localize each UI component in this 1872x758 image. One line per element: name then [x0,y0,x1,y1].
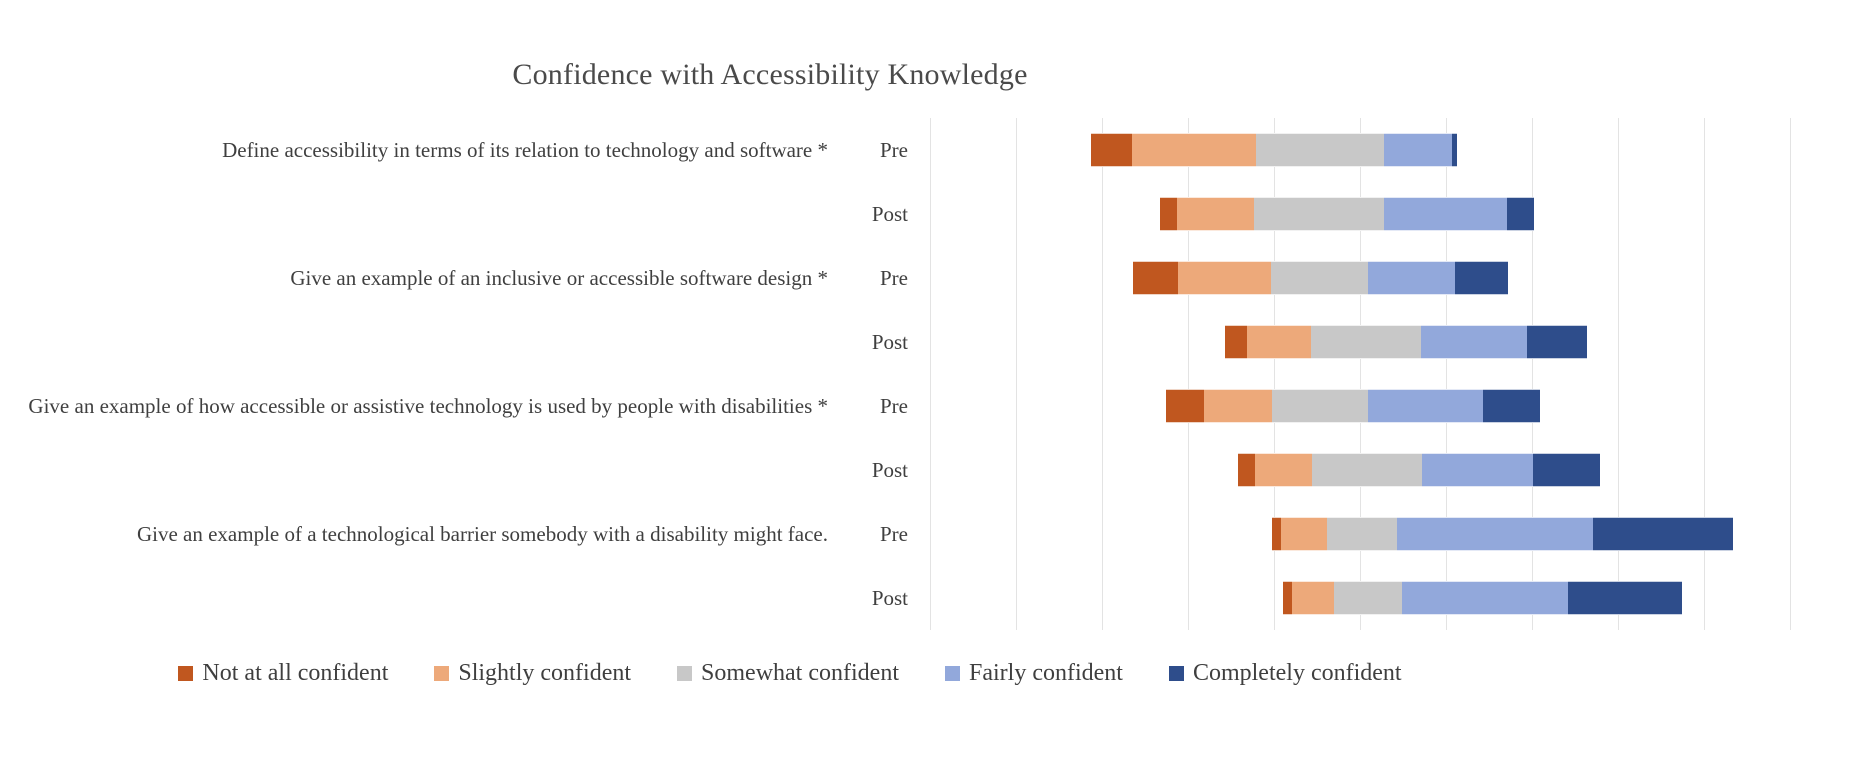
legend-label: Fairly confident [968,660,1123,686]
bar-segment-completely-confident[interactable] [1507,197,1534,231]
bar-row[interactable] [1165,389,1540,423]
bar-segment-somewhat-confident[interactable] [1327,517,1397,551]
phase-label-post: Post [871,457,908,482]
bar-segment-fairly-confident[interactable] [1402,581,1569,615]
legend-item-fairly-confident[interactable]: Fairly confident [944,660,1123,687]
bar-row[interactable] [1132,261,1508,295]
question-label: Give an example of how accessible or ass… [28,393,828,418]
legend-swatch-icon [677,666,693,681]
bar-segment-fairly-confident[interactable] [1421,453,1533,487]
bar-segment-not-at-all-confident[interactable] [1237,453,1256,487]
gridline-1 [1016,118,1017,630]
bar-segment-somewhat-confident[interactable] [1272,389,1368,423]
question-label: Give an example of an inclusive or acces… [290,265,828,290]
bar-segment-completely-confident[interactable] [1451,133,1458,167]
legend-swatch-icon [944,666,960,681]
bar-segment-completely-confident[interactable] [1482,389,1540,423]
legend-swatch-icon [434,666,450,681]
gridline-2 [1102,118,1103,630]
bar-segment-completely-confident[interactable] [1526,325,1587,359]
bar-segment-somewhat-confident[interactable] [1255,133,1385,167]
gridlines [930,118,1791,630]
bar-segment-slightly-confident[interactable] [1204,389,1273,423]
bar-segment-completely-confident[interactable] [1568,581,1683,615]
bar-row[interactable] [1159,197,1534,231]
gridline-9 [1704,118,1705,630]
bar-segment-completely-confident[interactable] [1532,453,1600,487]
legend-swatch-icon [178,666,194,681]
bar-segment-somewhat-confident[interactable] [1271,261,1368,295]
chart-legend: Not at all confident Slightly confident So… [0,660,1580,687]
legend-item-not-at-all-confident[interactable]: Not at all confident [178,660,388,687]
bar-segment-slightly-confident[interactable] [1177,261,1272,295]
gridline-0 [930,118,931,630]
bar-segment-not-at-all-confident[interactable] [1165,389,1205,423]
bar-segment-fairly-confident[interactable] [1367,261,1455,295]
legend-item-somewhat-confident[interactable]: Somewhat confident [677,660,899,687]
legend-label: Slightly confident [458,660,632,686]
bar-row[interactable] [1237,453,1600,487]
bar-segment-not-at-all-confident[interactable] [1224,325,1248,359]
legend-swatch-icon [1168,666,1184,681]
legend-label: Somewhat confident [701,660,899,686]
plot-area [930,118,1791,630]
bar-segment-somewhat-confident[interactable] [1334,581,1403,615]
bar-segment-completely-confident[interactable] [1593,517,1734,551]
gridline-10 [1790,118,1791,630]
phase-label-post: Post [871,201,908,226]
phase-label-pre: Pre [880,265,908,290]
bar-segment-not-at-all-confident[interactable] [1283,581,1293,615]
gridline-6 [1446,118,1447,630]
bar-segment-fairly-confident[interactable] [1421,325,1527,359]
gridline-5 [1360,118,1361,630]
legend-item-completely-confident[interactable]: Completely confident [1168,660,1402,687]
bar-segment-fairly-confident[interactable] [1384,197,1508,231]
bar-segment-fairly-confident[interactable] [1367,389,1483,423]
category-axis-labels: Define accessibility in terms of its rel… [0,118,918,630]
bar-segment-somewhat-confident[interactable] [1254,197,1385,231]
phase-label-pre: Pre [880,137,908,162]
bar-segment-not-at-all-confident[interactable] [1090,133,1133,167]
bar-row[interactable] [1090,133,1458,167]
bar-segment-slightly-confident[interactable] [1247,325,1311,359]
bar-segment-somewhat-confident[interactable] [1311,453,1422,487]
gridline-7 [1532,118,1533,630]
bar-segment-slightly-confident[interactable] [1292,581,1335,615]
bar-segment-fairly-confident[interactable] [1396,517,1594,551]
phase-label-pre: Pre [880,521,908,546]
chart-title: Confidence with Accessibility Knowledge [512,58,1028,91]
bar-row[interactable] [1272,517,1734,551]
gridline-4 [1274,118,1275,630]
bar-segment-not-at-all-confident[interactable] [1159,197,1177,231]
bar-segment-not-at-all-confident[interactable] [1132,261,1178,295]
legend-label: Not at all confident [202,660,389,686]
bar-row[interactable] [1283,581,1683,615]
gridline-8 [1618,118,1619,630]
bar-segment-slightly-confident[interactable] [1176,197,1255,231]
question-label: Give an example of a technological barri… [136,521,828,546]
phase-label-pre: Pre [880,393,908,418]
bar-segment-slightly-confident[interactable] [1255,453,1312,487]
bar-segment-fairly-confident[interactable] [1384,133,1452,167]
bar-segment-not-at-all-confident[interactable] [1272,517,1281,551]
phase-label-post: Post [871,585,908,610]
legend-label: Completely confident [1192,660,1402,686]
bar-segment-slightly-confident[interactable] [1280,517,1328,551]
bar-row[interactable] [1224,325,1587,359]
question-label: Define accessibility in terms of its rel… [222,137,828,162]
bar-segment-somewhat-confident[interactable] [1310,325,1422,359]
phase-label-post: Post [871,329,908,354]
gridline-3 [1188,118,1189,630]
bar-segment-completely-confident[interactable] [1454,261,1508,295]
legend-item-slightly-confident[interactable]: Slightly confident [434,660,631,687]
bar-segment-slightly-confident[interactable] [1132,133,1256,167]
